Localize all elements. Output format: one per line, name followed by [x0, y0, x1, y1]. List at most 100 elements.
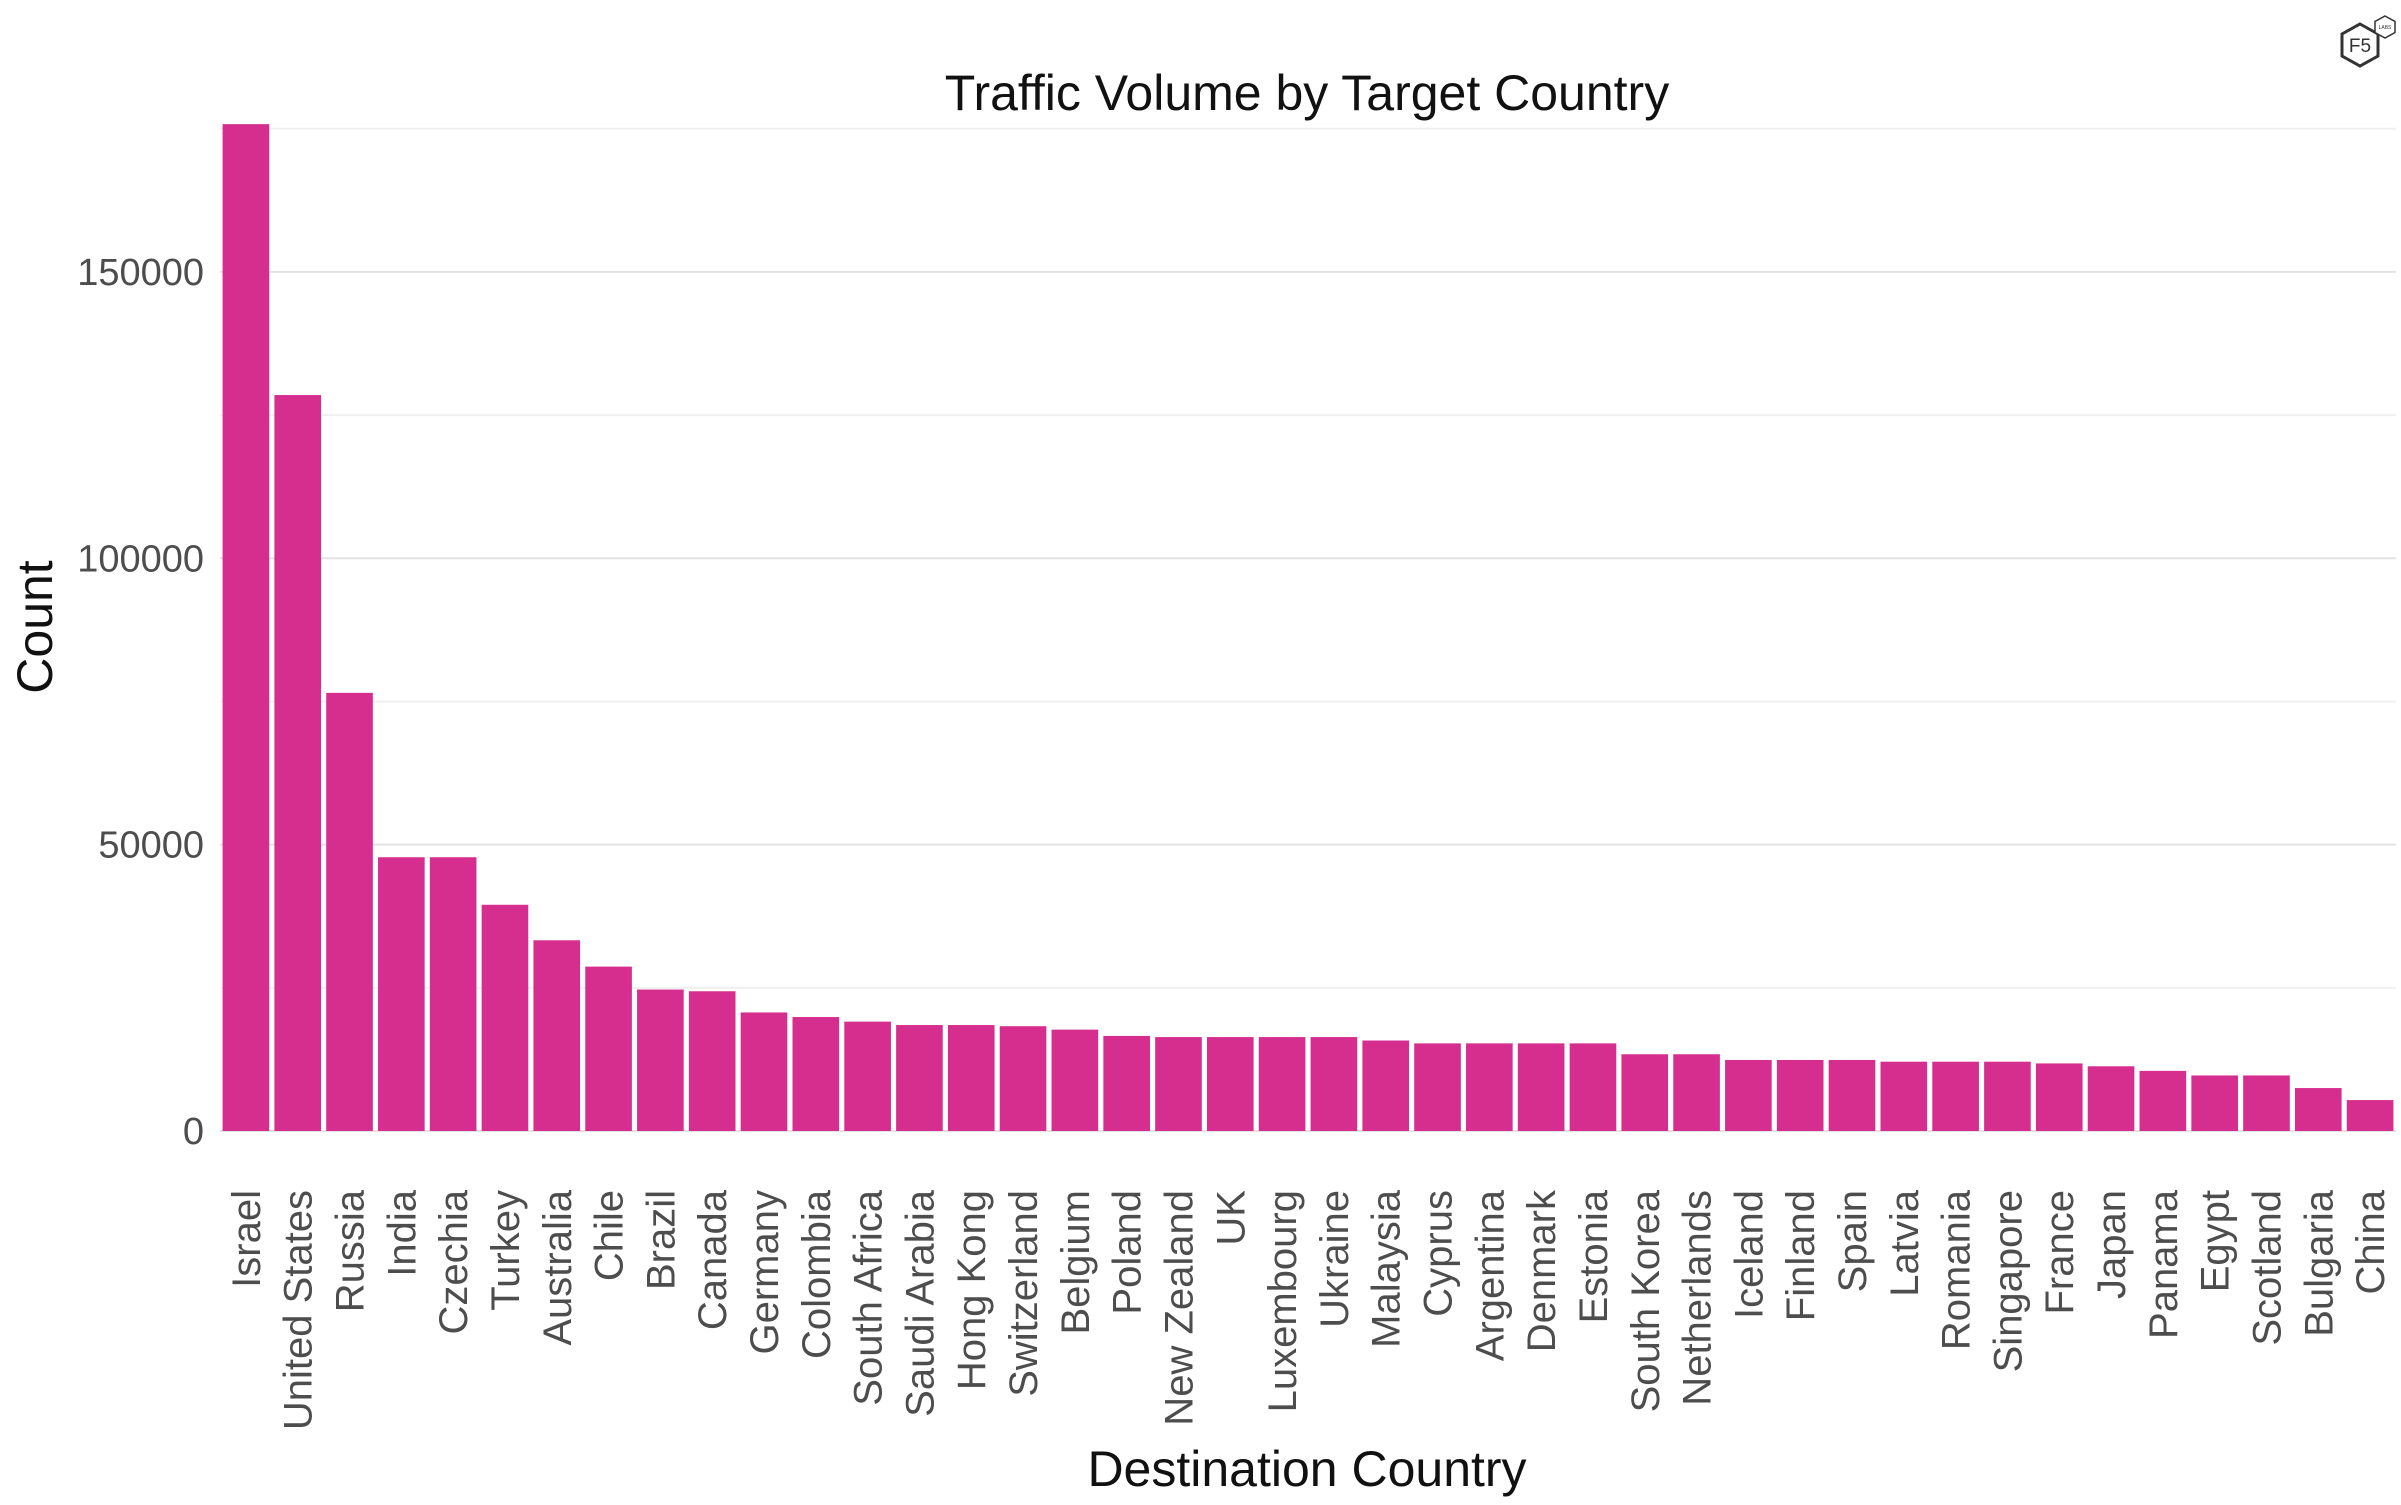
bar-saudi-arabia [896, 1025, 943, 1131]
x-tick-label: Malaysia [1365, 1189, 1409, 1348]
bar-luxembourg [1258, 1037, 1306, 1131]
logo-subtext: LABS [2379, 25, 2392, 31]
bar-ukraine [1310, 1037, 1358, 1131]
x-tick-label: UK [1209, 1190, 1253, 1246]
bar-south-africa [844, 1021, 891, 1131]
y-axis-title: Count [7, 560, 63, 694]
x-tick-label: Hong Kong [950, 1190, 994, 1390]
bar-latvia [1880, 1061, 1928, 1131]
x-tick-label: Argentina [1468, 1189, 1512, 1361]
bar-egypt [2191, 1075, 2238, 1131]
bar-iceland [1725, 1059, 1772, 1131]
bar-czechia [429, 857, 477, 1131]
bar-japan [2087, 1066, 2135, 1131]
bar-turkey [481, 904, 529, 1131]
bar-israel [222, 124, 270, 1132]
x-tick-label: Germany [743, 1190, 787, 1355]
chart-title: Traffic Volume by Target Country [945, 65, 1669, 121]
bar-colombia [792, 1017, 840, 1131]
bar-spain [1828, 1059, 1876, 1131]
x-tick-label: Spain [1831, 1190, 1875, 1292]
x-tick-label: Brazil [639, 1190, 683, 1290]
y-tick-label: 100000 [77, 538, 204, 580]
x-tick-label: Japan [2090, 1190, 2134, 1299]
x-tick-label: Panama [2142, 1189, 2186, 1339]
bar-argentina [1466, 1043, 1513, 1131]
x-tick-label: Switzerland [1002, 1190, 1046, 1397]
x-tick-label: France [2038, 1190, 2082, 1315]
bar-estonia [1569, 1043, 1617, 1131]
bar-belgium [1051, 1029, 1099, 1131]
bar-france [2035, 1063, 2083, 1131]
logo-text: F5 [2349, 36, 2371, 57]
bar-hong-kong [947, 1025, 995, 1131]
bar-india [378, 857, 425, 1131]
bar-united-states [274, 395, 322, 1132]
bar-china [2346, 1100, 2394, 1131]
x-axis-title: Destination Country [1087, 1441, 1526, 1497]
bar-malaysia [1362, 1040, 1410, 1131]
bar-singapore [1984, 1061, 2031, 1131]
x-tick-label: Saudi Arabia [898, 1189, 942, 1417]
x-tick-label: Australia [536, 1189, 580, 1345]
x-tick-label: Egypt [2194, 1190, 2238, 1292]
bar-cyprus [1414, 1043, 1461, 1131]
bar-south-korea [1621, 1054, 1669, 1131]
bar-australia [533, 940, 581, 1131]
x-tick-label: Poland [1106, 1190, 1150, 1315]
x-tick-label: Belgium [1054, 1190, 1098, 1335]
bar-russia [326, 692, 373, 1131]
x-tick-label: Singapore [1986, 1190, 2030, 1372]
x-tick-label: South Africa [847, 1189, 891, 1405]
x-tick-label: Russia [329, 1189, 373, 1312]
x-tick-label: Czechia [432, 1189, 476, 1334]
bar-panama [2139, 1070, 2187, 1131]
x-tick-label: Latvia [1883, 1189, 1927, 1296]
x-tick-label: Netherlands [1676, 1190, 1720, 1406]
x-tick-label: Luxembourg [1261, 1190, 1305, 1412]
x-tick-label: Romania [1935, 1189, 1979, 1350]
x-tick-label: Israel [225, 1190, 269, 1288]
x-tick-label: Colombia [795, 1189, 839, 1359]
y-tick-label: 0 [183, 1111, 204, 1153]
bar-switzerland [999, 1026, 1047, 1131]
bar-denmark [1517, 1043, 1565, 1131]
bar-canada [688, 991, 736, 1131]
f5-labs-logo: F5 LABS [2340, 15, 2396, 68]
x-tick-label: Chile [588, 1190, 632, 1281]
bar-new-zealand [1155, 1037, 1202, 1131]
x-tick-label: Finland [1779, 1190, 1823, 1321]
x-tick-labels: Israel United States Russia India Czechia Tur… [225, 1189, 2393, 1430]
x-tick-label: Denmark [1520, 1189, 1564, 1352]
bar-finland [1776, 1059, 1824, 1131]
bar-netherlands [1673, 1054, 1720, 1131]
x-tick-label: New Zealand [1157, 1190, 1201, 1426]
x-tick-label: Estonia [1572, 1189, 1616, 1323]
bar-germany [740, 1012, 788, 1131]
x-tick-label: Ukraine [1313, 1190, 1357, 1328]
x-tick-label: Cyprus [1417, 1190, 1461, 1317]
x-tick-label: South Korea [1624, 1189, 1668, 1412]
x-tick-label: Canada [691, 1189, 735, 1330]
bar-poland [1103, 1035, 1150, 1131]
gridlines [220, 127, 2396, 1132]
logo-small-hexagon [2374, 15, 2396, 39]
y-tick-labels: 0 50000 100000 150000 [77, 252, 204, 1153]
x-tick-label: China [2349, 1189, 2393, 1294]
y-tick-label: 150000 [77, 252, 204, 294]
bar-bulgaria [2294, 1088, 2342, 1131]
y-tick-label: 50000 [98, 825, 204, 867]
x-tick-label: Scotland [2245, 1190, 2289, 1346]
bar-romania [1932, 1061, 1979, 1131]
x-tick-label: Iceland [1727, 1190, 1771, 1319]
bar-uk [1206, 1037, 1254, 1131]
x-tick-label: India [380, 1189, 424, 1276]
bar-scotland [2243, 1075, 2290, 1131]
x-tick-label: Bulgaria [2297, 1189, 2341, 1337]
x-tick-label: United States [277, 1190, 321, 1430]
bar-chile [585, 966, 632, 1131]
bars [222, 124, 2394, 1132]
bar-brazil [637, 989, 684, 1131]
x-tick-label: Turkey [484, 1190, 528, 1311]
